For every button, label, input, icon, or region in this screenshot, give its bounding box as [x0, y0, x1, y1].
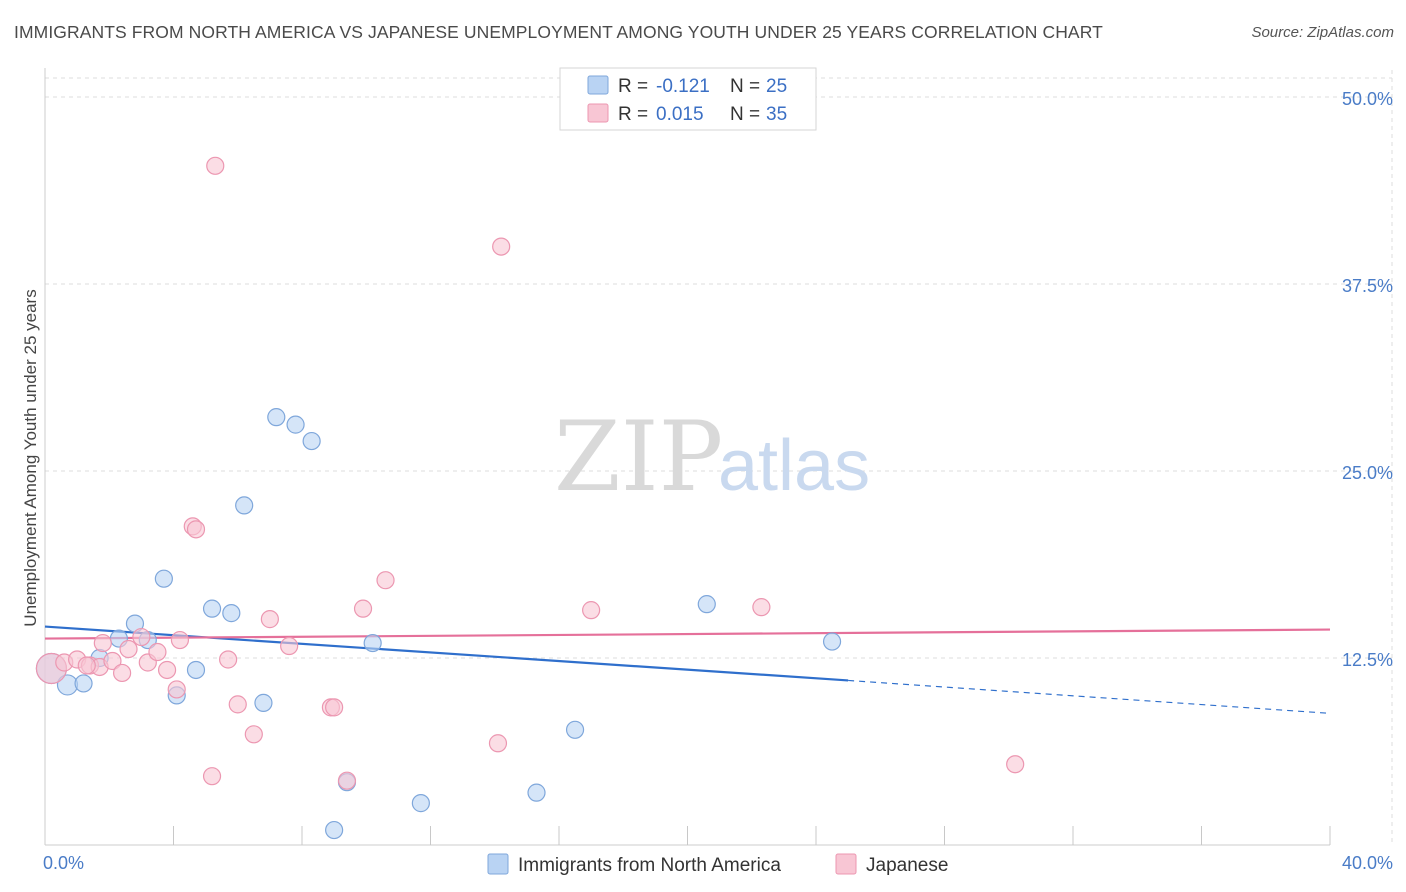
point-blue-20 [411, 794, 430, 813]
point-blue-11 [222, 604, 241, 623]
watermark: ZIP atlas [554, 401, 870, 513]
point-blue-9 [186, 660, 206, 680]
watermark-zip: ZIP [554, 401, 723, 513]
legend-box: R = -0.121 N = 25 R = 0.015 N = 35 [559, 67, 817, 131]
bottom-legend-swatch-pink [835, 853, 857, 875]
point-pink-22 [260, 610, 279, 629]
bottom-legend-swatch-blue [487, 853, 509, 875]
y-tick-label-1: 25.0% [1342, 463, 1393, 483]
point-pink-28 [376, 571, 395, 590]
point-pink-23 [280, 636, 299, 656]
point-pink-34 [77, 656, 96, 675]
point-pink-11 [148, 642, 167, 662]
point-blue-17 [325, 820, 344, 840]
point-pink-26 [337, 771, 357, 790]
axes [44, 68, 1331, 846]
y-tick-label-2: 37.5% [1342, 276, 1393, 296]
point-pink-6 [103, 651, 122, 671]
bottom-legend: Immigrants from North America Japanese [487, 853, 948, 876]
tick-labels: 12.5% 25.0% 37.5% 50.0% 0.0% 40.0% [43, 89, 1393, 873]
legend-n-label-1: N = [730, 76, 760, 97]
point-pink-29 [488, 734, 508, 753]
chart-title: IMMIGRANTS FROM NORTH AMERICA VS JAPANES… [14, 22, 1103, 42]
point-blue-13 [254, 693, 273, 712]
point-blue-15 [286, 415, 305, 434]
point-blue-19 [363, 633, 382, 653]
point-blue-23 [697, 595, 716, 614]
point-blue-21 [527, 783, 546, 802]
point-pink-25 [325, 698, 344, 717]
point-pink-9 [132, 627, 151, 647]
point-pink-8 [119, 639, 138, 659]
point-pink-16 [186, 520, 206, 539]
x-tick-label-0: 0.0% [43, 853, 84, 873]
point-blue-16 [302, 431, 321, 451]
legend-n-value-2: 35 [766, 104, 787, 125]
source-label: Source: ZipAtlas.com [1251, 24, 1394, 41]
y-tick-label-0: 12.5% [1342, 650, 1393, 670]
bottom-legend-label-1: Immigrants from North America [518, 855, 781, 876]
point-pink-32 [752, 598, 771, 617]
y-axis-label: Unemployment Among Youth under 25 years [21, 289, 40, 626]
bottom-legend-label-2: Japanese [866, 855, 948, 876]
legend-r-label-1: R = [618, 76, 648, 97]
point-blue-7 [154, 569, 173, 588]
point-pink-14 [170, 630, 190, 650]
point-blue-2 [74, 674, 93, 693]
point-pink-27 [353, 599, 373, 618]
point-pink-19 [219, 650, 238, 669]
point-pink-21 [244, 725, 263, 744]
point-pink-5 [93, 633, 112, 653]
point-pink-33 [1006, 755, 1025, 774]
point-pink-31 [582, 601, 601, 620]
y-tick-label-3: 50.0% [1342, 89, 1393, 109]
legend-swatch-blue [587, 75, 609, 95]
trend-line-pink [44, 628, 1331, 640]
data-points [35, 156, 1025, 840]
point-pink-12 [157, 660, 177, 680]
x-tick-label-1: 40.0% [1342, 853, 1393, 873]
point-blue-14 [267, 408, 286, 427]
point-pink-13 [167, 680, 186, 699]
point-blue-12 [235, 496, 254, 515]
legend-n-label-2: N = [730, 104, 760, 125]
point-pink-17 [202, 767, 222, 786]
point-pink-20 [228, 695, 247, 714]
point-blue-24 [822, 632, 842, 651]
point-blue-22 [565, 720, 585, 739]
legend-n-value-1: 25 [766, 76, 787, 97]
legend-r-value-2: 0.015 [656, 104, 704, 125]
legend-swatch-pink [587, 103, 609, 123]
point-pink-7 [112, 663, 132, 683]
legend-r-value-1: -0.121 [656, 76, 710, 97]
legend-r-label-2: R = [618, 104, 648, 125]
point-pink-18 [206, 156, 225, 175]
watermark-atlas: atlas [718, 426, 870, 506]
point-blue-10 [202, 599, 222, 618]
trend-line-blue-dashed [848, 679, 1331, 714]
point-pink-30 [492, 237, 511, 256]
